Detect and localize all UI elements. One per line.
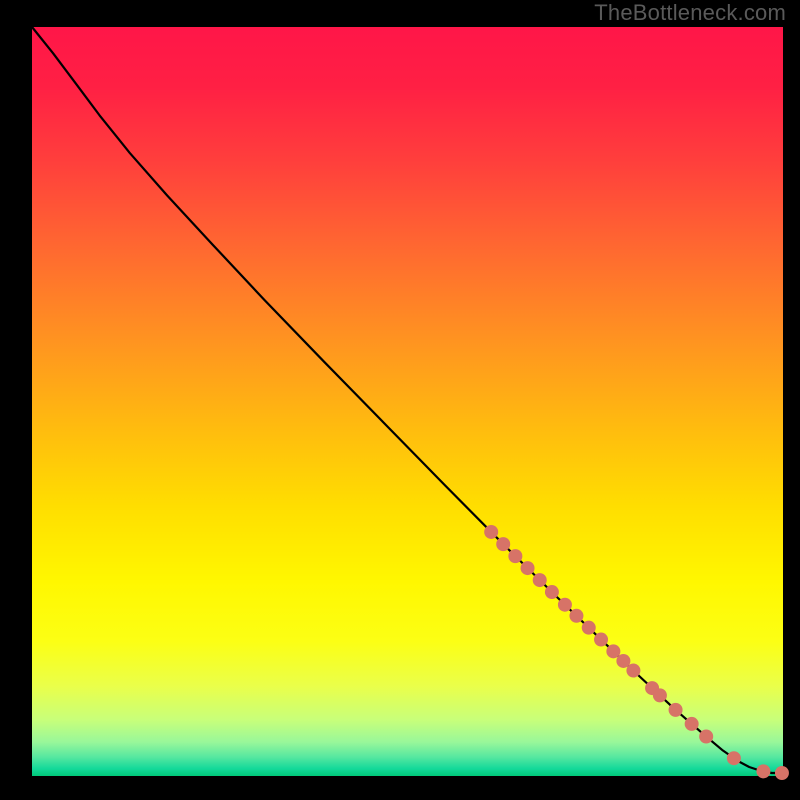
curve-marker xyxy=(626,664,640,678)
curve-marker xyxy=(582,621,596,635)
curve-marker xyxy=(727,751,741,765)
curve-marker xyxy=(521,561,535,575)
curve-marker xyxy=(699,730,713,744)
curve-marker xyxy=(533,573,547,587)
plot-background xyxy=(32,27,783,776)
curve-marker xyxy=(775,766,789,780)
curve-marker xyxy=(558,598,572,612)
curve-marker xyxy=(653,688,667,702)
curve-marker xyxy=(545,585,559,599)
curve-marker xyxy=(669,703,683,717)
watermark-label: TheBottleneck.com xyxy=(594,0,786,26)
curve-marker xyxy=(508,549,522,563)
curve-marker xyxy=(756,764,770,778)
curve-marker xyxy=(594,633,608,647)
curve-marker xyxy=(569,609,583,623)
curve-marker xyxy=(685,717,699,731)
curve-marker xyxy=(496,537,510,551)
chart-stage: TheBottleneck.com xyxy=(0,0,800,800)
curve-marker xyxy=(484,525,498,539)
chart-svg xyxy=(0,0,800,800)
